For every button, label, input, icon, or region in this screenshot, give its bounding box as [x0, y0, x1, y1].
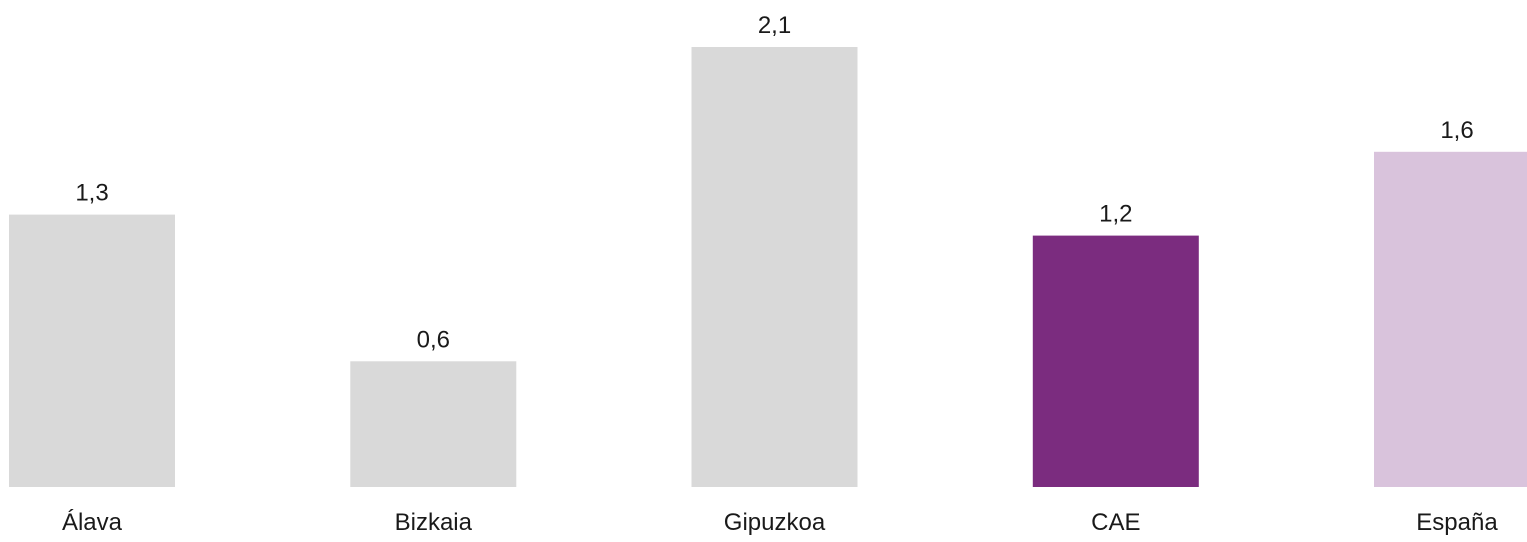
value-labels: 1,3 0,6 2,1 1,2 1,6 [75, 12, 1473, 353]
category-label-3: CAE [1091, 509, 1140, 536]
value-label-2: 2,1 [758, 12, 791, 39]
bar-4 [1374, 151, 1527, 488]
bar-3 [1032, 235, 1199, 487]
bar-0 [9, 214, 175, 487]
value-label-0: 1,3 [75, 180, 108, 207]
category-label-1: Bizkaia [395, 509, 473, 536]
value-label-3: 1,2 [1099, 201, 1132, 228]
category-label-4: España [1416, 509, 1498, 536]
bar-2 [691, 47, 858, 487]
category-label-2: Gipuzkoa [724, 509, 826, 536]
category-label-0: Álava [62, 509, 123, 536]
value-label-4: 1,6 [1440, 117, 1473, 144]
bars [9, 47, 1527, 488]
value-label-1: 0,6 [417, 326, 450, 353]
category-labels: Álava Bizkaia Gipuzkoa CAE España [62, 509, 1498, 536]
bar-1 [350, 361, 517, 487]
